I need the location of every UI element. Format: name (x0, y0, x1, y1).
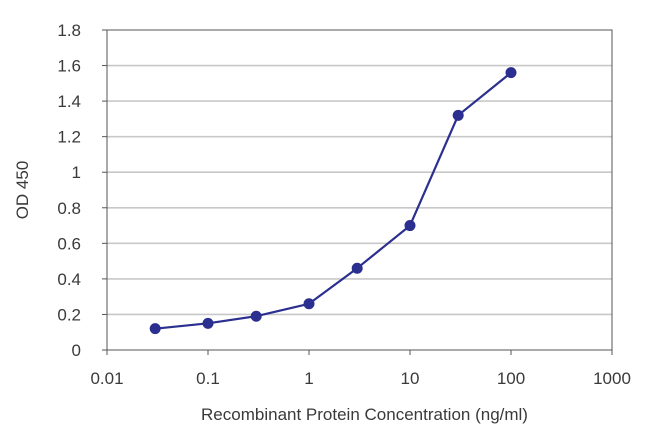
y-axis-ticks: 0 0.2 0.4 0.6 0.8 1 1.2 1.4 1.6 1.8 (57, 21, 107, 360)
y-tick-label: 0 (72, 341, 81, 360)
data-point (202, 317, 214, 329)
x-tick-label: 10 (401, 369, 420, 388)
y-axis-title: OD 450 (13, 161, 32, 220)
y-tick-label: 0.8 (57, 199, 81, 218)
y-tick-label: 0.4 (57, 270, 81, 289)
data-point (351, 262, 363, 274)
gridlines (107, 64, 612, 316)
data-point (404, 220, 416, 232)
x-tick-label: 100 (497, 369, 525, 388)
x-tick-label: 1000 (593, 369, 631, 388)
data-point (303, 298, 315, 310)
data-point (149, 323, 161, 335)
series-line (155, 71, 512, 330)
y-tick-label: 1 (72, 163, 81, 182)
x-tick-label: 0.1 (196, 369, 220, 388)
data-point (250, 310, 262, 322)
plot-area (106, 29, 613, 351)
x-tick-label: 1 (304, 369, 313, 388)
y-tick-label: 0.6 (57, 234, 81, 253)
x-axis-ticks: 0.01 0.1 1 10 100 1000 (90, 350, 631, 388)
data-point (505, 67, 517, 79)
y-tick-label: 0.2 (57, 305, 81, 324)
y-tick-label: 1.8 (57, 21, 81, 40)
x-axis-title: Recombinant Protein Concentration (ng/ml… (201, 405, 528, 424)
series-layer (149, 67, 517, 335)
y-tick-label: 1.6 (57, 57, 81, 76)
x-tick-label: 0.01 (90, 369, 123, 388)
y-tick-label: 1.4 (57, 92, 81, 111)
y-tick-label: 1.2 (57, 128, 81, 147)
data-point (452, 109, 464, 121)
